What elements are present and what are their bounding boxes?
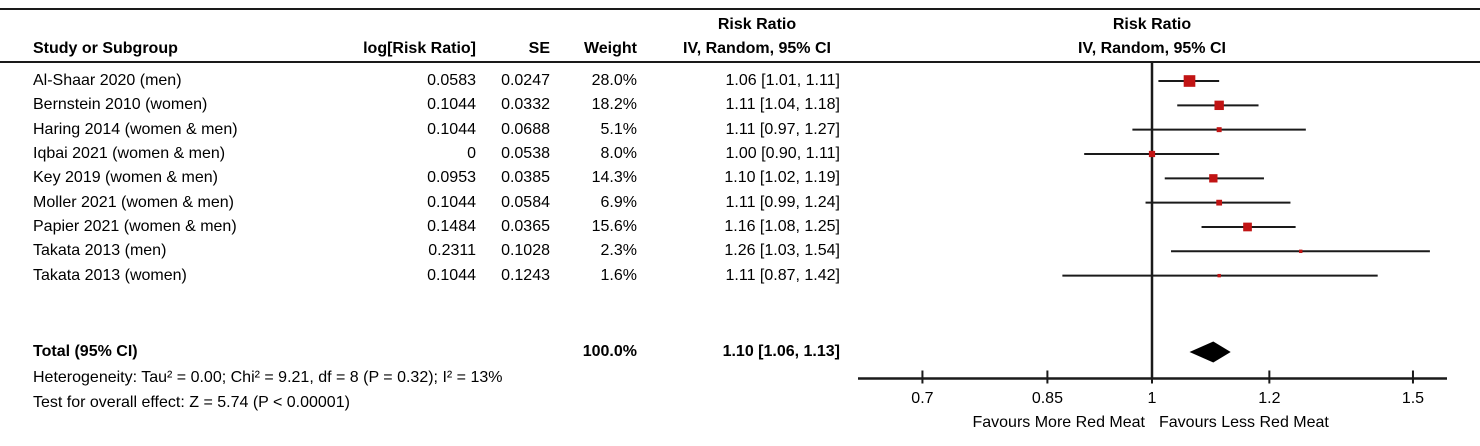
- study-row: Iqbai 2021 (women & men) 0 0.0538 8.0% 1.00 …: [0, 142, 860, 166]
- column-header-study: Study or Subgroup: [33, 40, 178, 57]
- total-label: Total (95% CI): [33, 343, 138, 360]
- log-risk-ratio-value: 0.1044: [427, 193, 476, 211]
- se-value: 0.0385: [501, 169, 550, 187]
- column-header-ci-right: IV, Random, 95% CI: [1078, 40, 1226, 57]
- risk-ratio-ci-value: 1.10 [1.02, 1.19]: [724, 169, 840, 187]
- top-rule: [0, 8, 1480, 10]
- effect-marker: [1209, 174, 1218, 183]
- study-row: Moller 2021 (women & men) 0.1044 0.0584 6.9…: [0, 191, 860, 215]
- study-row: Key 2019 (women & men) 0.0953 0.0385 14.3% 1…: [0, 166, 860, 190]
- weight-value: 2.3%: [600, 242, 637, 260]
- study-label: Takata 2013 (men): [33, 242, 167, 260]
- risk-ratio-ci-value: 1.11 [0.99, 1.24]: [725, 193, 840, 211]
- total-weight-value: 100.0%: [582, 343, 637, 360]
- se-value: 0.0247: [501, 72, 550, 89]
- right-measure-title: Risk Ratio: [1112, 16, 1192, 33]
- log-risk-ratio-value: 0.1044: [427, 120, 476, 138]
- axis-tick-label: 1.5: [1402, 390, 1424, 407]
- column-header-ci-left: IV, Random, 95% CI: [683, 40, 831, 57]
- overall-effect-note: Test for overall effect: Z = 5.74 (P < 0…: [33, 394, 350, 411]
- log-risk-ratio-value: 0.2311: [428, 242, 476, 260]
- left-measure-title: Risk Ratio: [717, 16, 797, 33]
- column-header-weight: Weight: [583, 40, 637, 57]
- study-row: Haring 2014 (women & men) 0.1044 0.0688 5.1…: [0, 118, 860, 142]
- heterogeneity-note: Heterogeneity: Tau² = 0.00; Chi² = 9.21,…: [33, 369, 503, 386]
- weight-value: 15.6%: [591, 218, 637, 235]
- study-row: Bernstein 2010 (women) 0.1044 0.0332 18.2% 1…: [0, 93, 860, 117]
- study-label: Takata 2013 (women): [33, 266, 187, 284]
- se-value: 0.0332: [501, 96, 550, 114]
- se-value: 0.1243: [501, 266, 550, 284]
- column-header-log-risk-ratio: log[Risk Ratio]: [363, 40, 476, 57]
- study-row: Takata 2013 (men) 0.2311 0.1028 2.3% 1.26 [1…: [0, 239, 860, 263]
- study-label: Al-Shaar 2020 (men): [33, 72, 182, 89]
- effect-marker: [1148, 150, 1156, 158]
- log-risk-ratio-value: 0.1484: [427, 218, 476, 235]
- study-row: Al-Shaar 2020 (men) 0.0583 0.0247 28.0% 1.06…: [0, 69, 860, 93]
- axis-tick-label: 0.85: [1032, 390, 1063, 407]
- log-risk-ratio-value: 0.0953: [427, 169, 476, 187]
- risk-ratio-ci-value: 1.06 [1.01, 1.11]: [725, 72, 840, 89]
- risk-ratio-ci-value: 1.11 [0.97, 1.27]: [725, 120, 840, 138]
- axis-tick-label: 1: [1148, 390, 1157, 407]
- favours-right-label: Favours Less Red Meat: [1159, 414, 1329, 431]
- risk-ratio-ci-value: 1.26 [1.03, 1.54]: [724, 242, 840, 260]
- study-label: Iqbai 2021 (women & men): [33, 145, 226, 162]
- study-label: Moller 2021 (women & men): [33, 193, 234, 211]
- log-risk-ratio-value: 0.1044: [427, 266, 476, 284]
- effect-marker: [1214, 100, 1224, 111]
- study-label: Key 2019 (women & men): [33, 169, 218, 187]
- weight-value: 28.0%: [591, 72, 637, 89]
- header-underline: [0, 61, 1480, 63]
- weight-value: 18.2%: [591, 96, 637, 114]
- study-row: Papier 2021 (women & men) 0.1484 0.0365 15.…: [0, 215, 860, 239]
- total-ci-value: 1.10 [1.06, 1.13]: [722, 343, 840, 360]
- effect-marker: [1183, 75, 1196, 87]
- risk-ratio-ci-value: 1.16 [1.08, 1.25]: [724, 218, 840, 235]
- effect-marker: [1216, 199, 1223, 206]
- se-value: 0.0538: [501, 145, 550, 162]
- axis-tick-label: 1.2: [1258, 390, 1280, 407]
- weight-value: 1.6%: [600, 266, 637, 284]
- favours-left-label: Favours More Red Meat: [972, 414, 1145, 431]
- weight-value: 14.3%: [591, 169, 637, 187]
- risk-ratio-ci-value: 1.11 [0.87, 1.42]: [725, 266, 840, 284]
- study-label: Papier 2021 (women & men): [33, 218, 237, 235]
- risk-ratio-ci-value: 1.00 [0.90, 1.11]: [725, 145, 840, 162]
- weight-value: 8.0%: [600, 145, 637, 162]
- risk-ratio-ci-value: 1.11 [1.04, 1.18]: [725, 96, 840, 114]
- study-label: Haring 2014 (women & men): [33, 120, 238, 138]
- study-label: Bernstein 2010 (women): [33, 96, 208, 114]
- log-risk-ratio-value: 0: [467, 145, 476, 162]
- effect-marker: [1216, 127, 1222, 133]
- se-value: 0.0365: [501, 218, 550, 235]
- effect-marker: [1243, 222, 1252, 232]
- weight-value: 5.1%: [600, 120, 637, 138]
- pooled-effect-diamond: [1189, 341, 1231, 363]
- effect-marker: [1299, 249, 1303, 254]
- se-value: 0.0584: [501, 193, 550, 211]
- total-row: Total (95% CI) 100.0% 1.10 [1.06, 1.13]: [0, 341, 860, 363]
- log-risk-ratio-value: 0.0583: [427, 72, 476, 89]
- study-row: Takata 2013 (women) 0.1044 0.1243 1.6% 1.11 …: [0, 264, 860, 288]
- weight-value: 6.9%: [600, 193, 637, 211]
- effect-marker: [1217, 273, 1221, 278]
- axis-tick-label: 0.7: [911, 390, 933, 407]
- se-value: 0.1028: [501, 242, 550, 260]
- log-risk-ratio-value: 0.1044: [427, 96, 476, 114]
- column-header-se: SE: [528, 40, 550, 57]
- se-value: 0.0688: [501, 120, 550, 138]
